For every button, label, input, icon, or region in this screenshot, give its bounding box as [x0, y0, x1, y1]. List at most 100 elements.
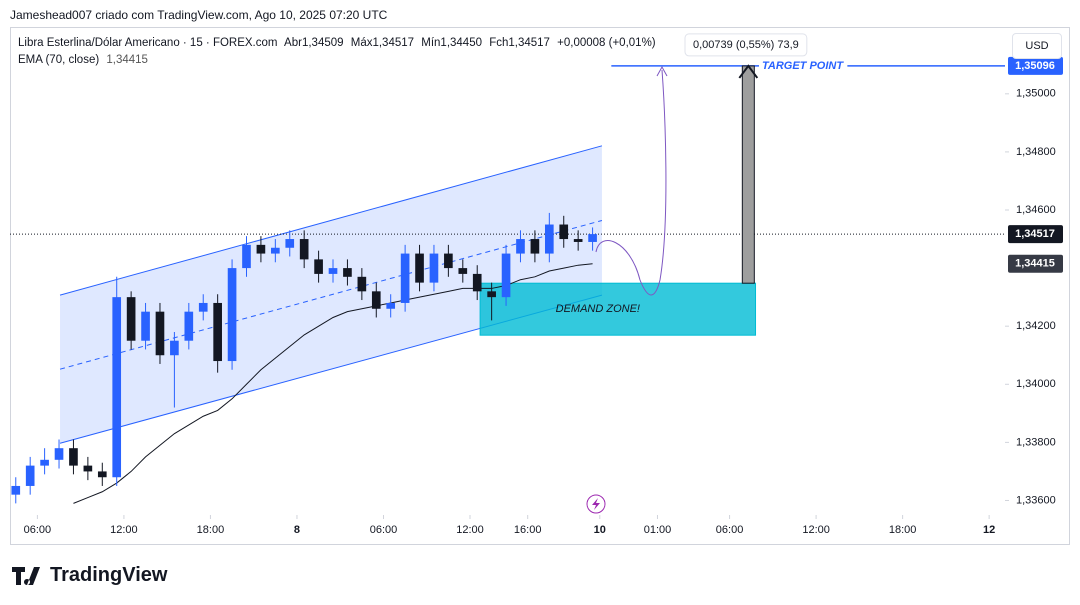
- ema-label: EMA (70, close): [18, 54, 100, 66]
- candle-body: [198, 302, 208, 312]
- candle-body: [573, 239, 583, 242]
- ema-value: 1,34415: [106, 54, 148, 66]
- candle-body: [544, 224, 554, 254]
- ohlc-value: 1,34450: [440, 37, 482, 49]
- events-bolt: [592, 498, 600, 510]
- candle-body: [213, 302, 222, 362]
- candle-body: [444, 253, 453, 269]
- x-tick-label: 18:00: [889, 524, 917, 536]
- candle-body: [170, 340, 179, 356]
- logo: TradingView: [12, 564, 167, 587]
- change: +0,00008 (+0,01%): [557, 37, 656, 49]
- y-tick-label: 1,34000: [1016, 378, 1056, 390]
- x-tick-label: 12:00: [456, 524, 484, 536]
- candle-body: [588, 234, 597, 242]
- candle-body: [343, 268, 352, 277]
- y-tick-label: 1,35000: [1016, 88, 1056, 100]
- candle-body: [357, 276, 367, 292]
- ohlc-label: Mín: [421, 37, 441, 49]
- candle-body: [112, 297, 122, 478]
- logo-text: TradingView: [50, 564, 168, 586]
- measure-arrow: [741, 65, 755, 284]
- logo-icon: [12, 566, 40, 585]
- candle-body: [242, 244, 251, 269]
- candle-body: [155, 311, 165, 356]
- candle-body: [415, 253, 424, 283]
- candle-body: [83, 465, 93, 472]
- candle-body: [97, 471, 107, 478]
- candle-body: [559, 224, 569, 240]
- measure-label-bg: [684, 33, 808, 57]
- price-label-bg: [1008, 254, 1063, 273]
- price-label: 1,35096: [1015, 60, 1055, 72]
- ohlc-label: Máx: [350, 37, 373, 49]
- candle-body: [299, 239, 309, 260]
- target-label-bg: [759, 59, 848, 72]
- candle-body: [126, 297, 136, 341]
- candle-body: [184, 311, 194, 341]
- x-tick-label: 06:00: [370, 524, 398, 536]
- y-tick-label: 1,34200: [1016, 320, 1056, 332]
- candle-body: [54, 448, 64, 460]
- measure-label: 0,00739 (0,55%) 73,9: [693, 39, 799, 51]
- projection-head: [656, 65, 668, 77]
- price-label-bg: [1008, 56, 1063, 75]
- candle-body: [141, 311, 150, 341]
- candle-body: [472, 273, 482, 292]
- y-tick-label: 1,33800: [1016, 436, 1056, 448]
- x-tick-label: 01:00: [644, 524, 672, 536]
- channel-midline: [59, 219, 603, 370]
- x-tick-label: 12:00: [802, 524, 830, 536]
- candle-body: [11, 485, 21, 495]
- candle-body: [285, 239, 295, 248]
- demand-zone-label: DEMAND ZONE!: [556, 303, 640, 315]
- symbol: Libra Esterlina/Dólar Americano · 15 · F…: [18, 37, 278, 49]
- y-tick-label: 1,33600: [1016, 494, 1056, 506]
- x-tick-label: 18:00: [197, 524, 225, 536]
- demand-zone: [479, 282, 757, 336]
- projection-path: [595, 69, 667, 296]
- candle-body: [271, 247, 280, 254]
- candle-body: [400, 253, 410, 303]
- y-tick-label: 1,34800: [1016, 146, 1056, 158]
- candle-body: [314, 259, 323, 274]
- candle-body: [429, 253, 439, 283]
- candle-body: [227, 268, 237, 362]
- candle-body: [328, 268, 338, 274]
- x-tick-label: 06:00: [716, 524, 744, 536]
- currency-button[interactable]: USD: [1012, 33, 1062, 59]
- x-tick-label: 16:00: [514, 524, 542, 536]
- ohlc-label: Abr: [284, 37, 302, 49]
- x-tick-label: 06:00: [24, 524, 52, 536]
- candle-body: [371, 291, 381, 309]
- credit: Jameshead007 criado com TradingView.com,…: [10, 8, 388, 22]
- candle-body: [530, 239, 540, 254]
- candle-body: [501, 253, 511, 298]
- price-label: 1,34517: [1015, 228, 1055, 240]
- ohlc-value: 1,34517: [508, 37, 550, 49]
- ohlc-value: 1,34517: [372, 37, 415, 49]
- measure-head: [738, 64, 759, 79]
- candle-body: [386, 302, 396, 309]
- legend: Libra Esterlina/Dólar Americano · 15 · F…: [18, 35, 660, 69]
- candle-body: [487, 291, 496, 298]
- x-tick-label: 8: [294, 524, 300, 536]
- candle-body: [516, 239, 525, 254]
- candle-body: [69, 448, 78, 466]
- x-tick-label: 12: [983, 524, 995, 536]
- ohlc-label: Fch: [489, 37, 509, 49]
- candle-body: [256, 244, 266, 254]
- ohlc-value: 1,34509: [301, 37, 344, 49]
- candle-body: [25, 465, 35, 486]
- price-label: 1,34415: [1015, 258, 1055, 270]
- price-label-bg: [1008, 225, 1063, 244]
- y-tick-label: 1,34600: [1016, 204, 1056, 216]
- channel-upper: [59, 145, 603, 296]
- target-label: TARGET POINT: [762, 60, 844, 72]
- candle-body: [458, 268, 468, 274]
- x-tick-label: 10: [594, 524, 606, 536]
- candle-body: [40, 459, 49, 466]
- x-tick-label: 12:00: [110, 524, 138, 536]
